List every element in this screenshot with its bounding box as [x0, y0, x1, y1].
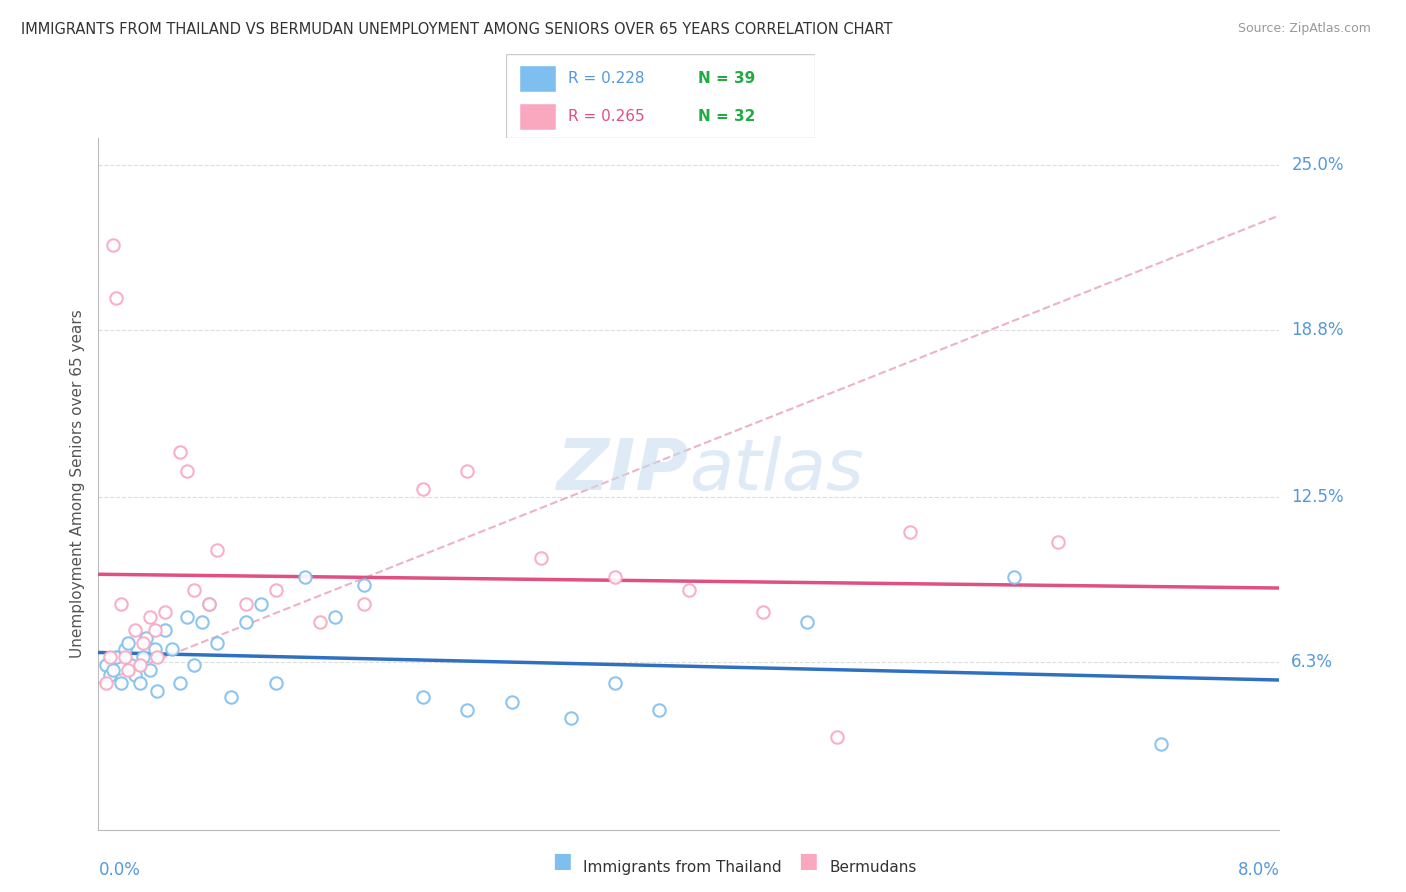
- Point: [169, 445, 191, 459]
- Point: [501, 695, 523, 709]
- Text: 0.0%: 0.0%: [98, 862, 141, 880]
- Text: N = 32: N = 32: [697, 109, 755, 124]
- Point: [98, 668, 121, 682]
- Point: [264, 676, 287, 690]
- Point: [250, 597, 273, 611]
- Point: [114, 649, 136, 664]
- Bar: [519, 103, 555, 130]
- Point: [183, 657, 205, 672]
- Point: [114, 641, 136, 656]
- Point: [146, 684, 169, 698]
- Point: [1002, 570, 1025, 584]
- Text: 8.0%: 8.0%: [1237, 862, 1279, 880]
- Point: [105, 291, 128, 305]
- Point: [530, 551, 553, 566]
- Point: [143, 623, 166, 637]
- Point: [678, 583, 700, 598]
- Point: [900, 524, 922, 539]
- Point: [153, 605, 176, 619]
- Point: [128, 676, 150, 690]
- Text: Immigrants from Thailand: Immigrants from Thailand: [583, 860, 782, 874]
- Point: [309, 615, 332, 630]
- Point: [120, 657, 142, 672]
- Point: [135, 631, 157, 645]
- Text: IMMIGRANTS FROM THAILAND VS BERMUDAN UNEMPLOYMENT AMONG SENIORS OVER 65 YEARS CO: IMMIGRANTS FROM THAILAND VS BERMUDAN UNE…: [21, 22, 893, 37]
- Point: [294, 570, 316, 584]
- Point: [153, 623, 176, 637]
- Point: [183, 583, 205, 598]
- Text: R = 0.265: R = 0.265: [568, 109, 644, 124]
- Text: ZIP: ZIP: [557, 435, 689, 505]
- Point: [128, 657, 150, 672]
- Text: ■: ■: [553, 851, 572, 871]
- Point: [169, 676, 191, 690]
- Text: 6.3%: 6.3%: [1291, 653, 1333, 671]
- Text: R = 0.228: R = 0.228: [568, 70, 644, 86]
- Point: [139, 610, 162, 624]
- Point: [323, 610, 346, 624]
- Point: [94, 676, 117, 690]
- Text: Bermudans: Bermudans: [830, 860, 917, 874]
- Point: [146, 649, 169, 664]
- FancyBboxPatch shape: [506, 54, 815, 138]
- Point: [198, 597, 221, 611]
- Point: [1150, 738, 1173, 752]
- Text: 18.8%: 18.8%: [1291, 321, 1344, 339]
- Point: [103, 237, 125, 252]
- Text: 25.0%: 25.0%: [1291, 156, 1344, 174]
- Point: [117, 636, 139, 650]
- Point: [353, 597, 375, 611]
- Point: [205, 543, 228, 558]
- Point: [162, 641, 183, 656]
- Point: [132, 649, 155, 664]
- Point: [264, 583, 287, 598]
- Point: [139, 663, 162, 677]
- Point: [191, 615, 214, 630]
- Text: Source: ZipAtlas.com: Source: ZipAtlas.com: [1237, 22, 1371, 36]
- Point: [235, 597, 257, 611]
- Point: [1046, 535, 1070, 549]
- Point: [605, 676, 627, 690]
- Point: [124, 623, 146, 637]
- Point: [117, 663, 139, 677]
- Point: [110, 676, 132, 690]
- Point: [198, 597, 221, 611]
- Point: [235, 615, 257, 630]
- Point: [98, 649, 121, 664]
- Point: [412, 690, 434, 704]
- Point: [103, 663, 125, 677]
- Text: 12.5%: 12.5%: [1291, 488, 1344, 506]
- Point: [412, 482, 434, 496]
- Point: [124, 668, 146, 682]
- Point: [796, 615, 818, 630]
- Point: [105, 649, 128, 664]
- Point: [605, 570, 627, 584]
- Point: [752, 605, 775, 619]
- Point: [457, 703, 479, 717]
- Point: [176, 610, 198, 624]
- Point: [132, 636, 155, 650]
- Point: [825, 730, 848, 744]
- Y-axis label: Unemployment Among Seniors over 65 years: Unemployment Among Seniors over 65 years: [69, 310, 84, 658]
- Point: [353, 578, 375, 592]
- Point: [143, 641, 166, 656]
- Bar: [519, 64, 555, 92]
- Point: [176, 464, 198, 478]
- Text: N = 39: N = 39: [697, 70, 755, 86]
- Point: [94, 657, 117, 672]
- Point: [457, 464, 479, 478]
- Point: [648, 703, 671, 717]
- Point: [560, 711, 582, 725]
- Text: ■: ■: [799, 851, 818, 871]
- Text: atlas: atlas: [689, 435, 863, 505]
- Point: [110, 597, 132, 611]
- Point: [205, 636, 228, 650]
- Point: [221, 690, 243, 704]
